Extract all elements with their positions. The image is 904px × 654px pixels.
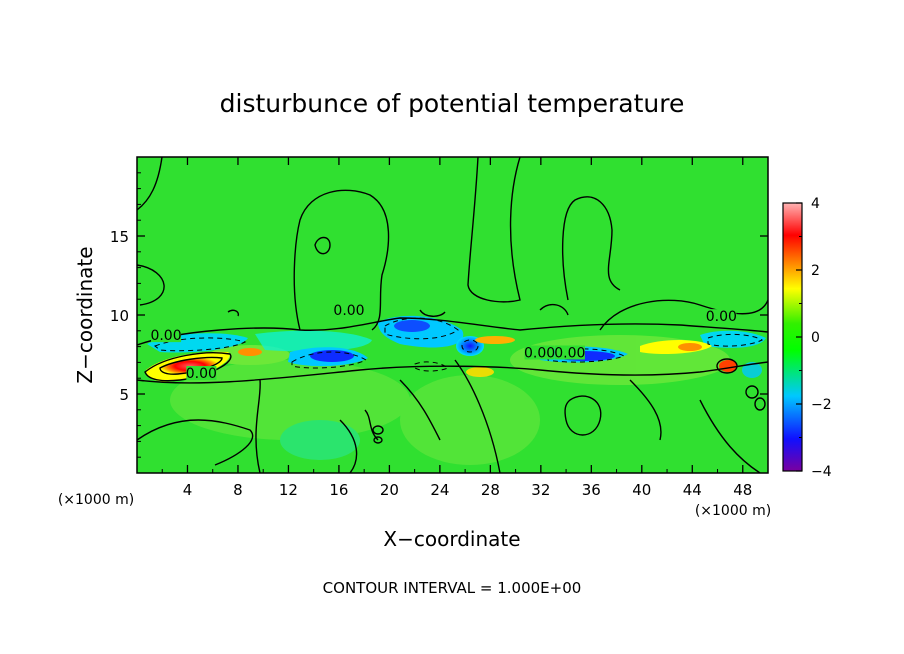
contour-label: 0.00 (554, 346, 585, 362)
contour-label: 0.00 (150, 328, 181, 344)
x-tick-label: 48 (733, 481, 752, 499)
x-axis-unit: (×1000 m) (695, 503, 771, 519)
z-axis-unit: (×1000 m) (58, 492, 134, 508)
contour-lines (137, 157, 768, 473)
contour-label-background (186, 366, 217, 381)
x-axis: 4 8 12 16 20 24 28 32 36 40 44 48 (161, 157, 752, 499)
y-tick-label: 10 (110, 307, 129, 325)
x-tick-label: 24 (430, 481, 449, 499)
x-tick-label: 8 (233, 481, 243, 499)
colorbar-tick-label: 2 (811, 263, 820, 279)
field-shading (170, 335, 730, 465)
plot-area (137, 157, 768, 473)
x-tick-label: 16 (329, 481, 348, 499)
contour-label-background (524, 345, 555, 360)
x-tick-label: 44 (683, 481, 702, 499)
contour-label: 0.00 (706, 309, 737, 325)
y-axis-label: Z−coordinate (73, 246, 97, 383)
contour-label-background (706, 309, 737, 324)
x-tick-label: 32 (531, 481, 550, 499)
x-tick-label: 12 (279, 481, 298, 499)
colorbar-ticks: 4 2 0 −2 −4 (796, 196, 832, 480)
colorbar: 4 2 0 −2 −4 (782, 196, 832, 480)
contour-labels: 0.000.000.000.00 0.000.00 (150, 302, 737, 382)
x-axis-label: X−coordinate (383, 527, 520, 551)
y-tick-label: 5 (119, 386, 129, 404)
contour-label: 0.00 (524, 346, 555, 362)
y-tick-label: 15 (110, 228, 129, 246)
colorbar-tick-label: 0 (811, 330, 820, 346)
x-tick-label: 28 (481, 481, 500, 499)
contour-label: 0.00 (333, 303, 364, 319)
x-tick-label: 40 (632, 481, 651, 499)
colorbar-tick-label: −2 (811, 397, 832, 413)
chart-title: disturbunce of potential temperature (220, 89, 685, 118)
negative-regions (147, 315, 766, 378)
contour-label-background (151, 328, 182, 343)
negative-contour-lines (154, 317, 764, 372)
contour-interval-note: CONTOUR INTERVAL = 1.000E+00 (323, 579, 582, 597)
colorbar-tick-label: −4 (811, 464, 832, 480)
contour-label: 0.00 (186, 366, 217, 382)
x-tick-label: 36 (582, 481, 601, 499)
x-tick-label: 20 (380, 481, 399, 499)
contour-label-background (554, 345, 585, 360)
colorbar-tick-label: 4 (811, 196, 820, 212)
y-axis: 5 10 15 (110, 172, 768, 458)
contour-label-background (334, 302, 365, 317)
x-tick-label: 4 (183, 481, 193, 499)
